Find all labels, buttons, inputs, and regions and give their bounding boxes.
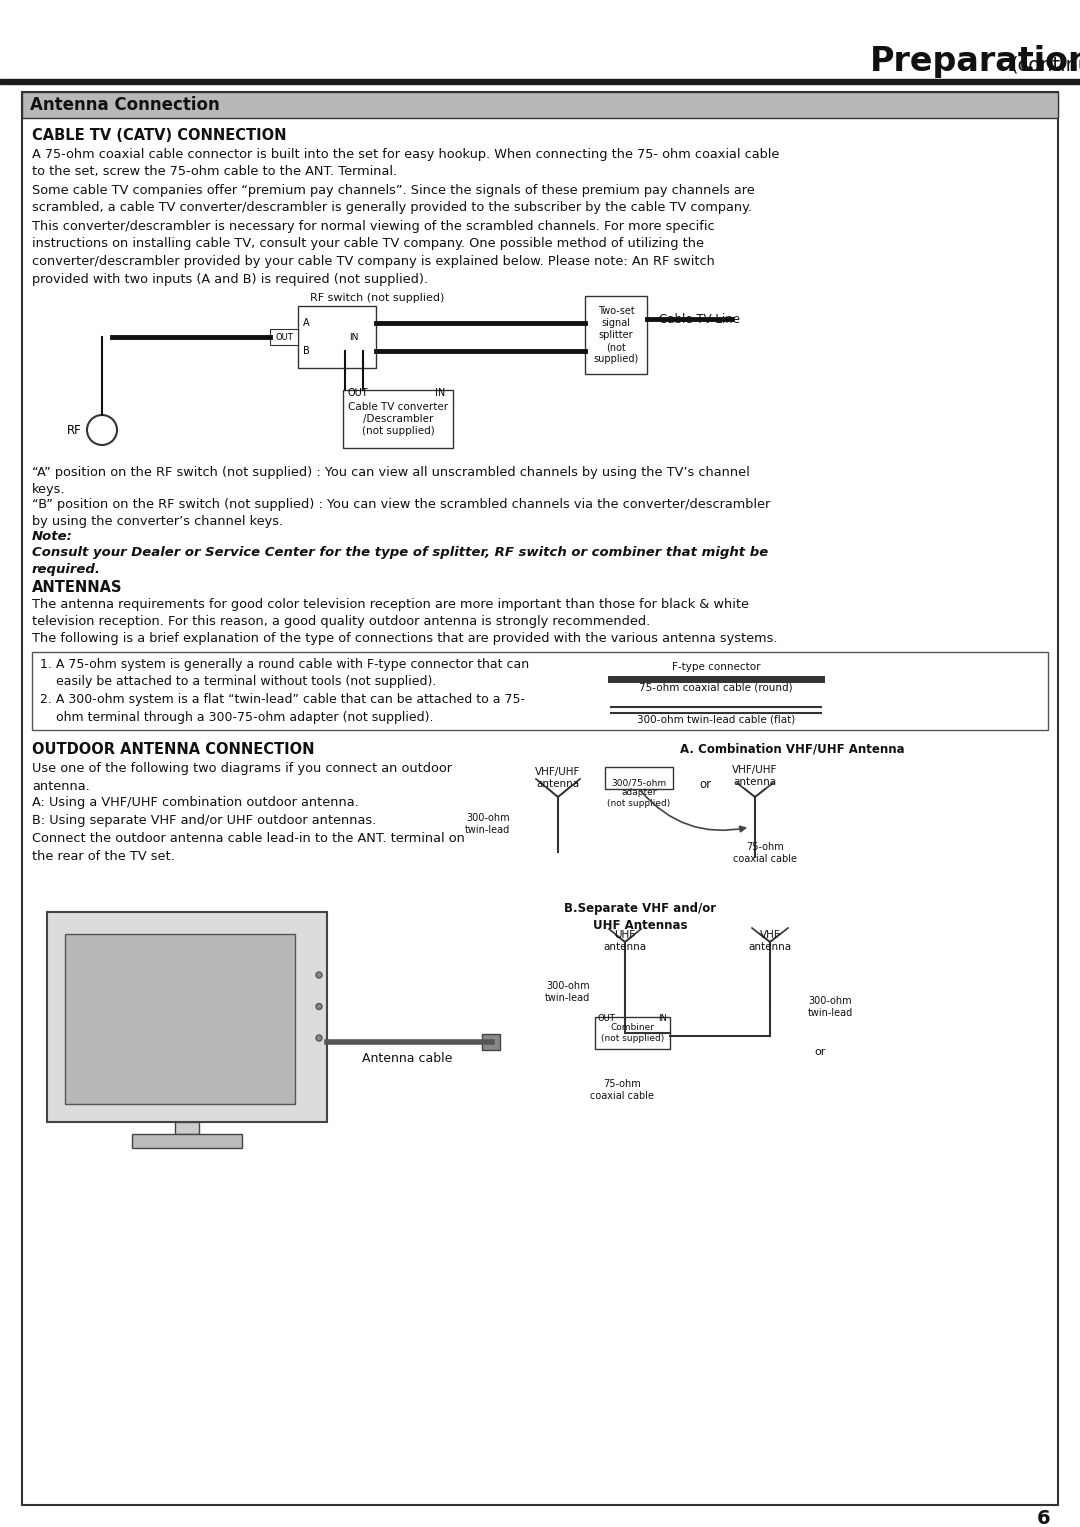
- Text: “B” position on the RF switch (not supplied) : You can view the scrambled channe: “B” position on the RF switch (not suppl…: [32, 498, 770, 528]
- Text: RF switch (not supplied): RF switch (not supplied): [310, 293, 444, 302]
- Text: F-type connector: F-type connector: [672, 663, 760, 672]
- Bar: [22, 92, 1058, 118]
- Text: 6: 6: [1037, 1509, 1050, 1527]
- Text: OUT: OUT: [348, 388, 368, 399]
- Text: Two-set
signal
splitter
(not
supplied): Two-set signal splitter (not supplied): [593, 305, 638, 363]
- Text: Antenna cable: Antenna cable: [362, 1052, 453, 1064]
- Text: 300-ohm
twin-lead: 300-ohm twin-lead: [544, 980, 590, 1003]
- Bar: [298, 305, 376, 368]
- Text: B: B: [303, 345, 310, 356]
- Text: 1. A 75-ohm system is generally a round cable with F-type connector that can
   : 1. A 75-ohm system is generally a round …: [40, 658, 529, 724]
- Text: Preparation: Preparation: [870, 46, 1080, 78]
- Text: Note:: Note:: [32, 530, 72, 544]
- Text: CABLE TV (CATV) CONNECTION: CABLE TV (CATV) CONNECTION: [32, 128, 286, 144]
- Text: A. Combination VHF/UHF Antenna: A. Combination VHF/UHF Antenna: [680, 742, 905, 754]
- Text: 75-ohm
coaxial cable: 75-ohm coaxial cable: [733, 841, 797, 864]
- Bar: [32, 652, 1048, 730]
- Text: “A” position on the RF switch (not supplied) : You can view all unscrambled chan: “A” position on the RF switch (not suppl…: [32, 466, 750, 496]
- Text: 300-ohm
twin-lead: 300-ohm twin-lead: [808, 996, 853, 1019]
- Text: 75-ohm
coaxial cable: 75-ohm coaxial cable: [591, 1080, 654, 1101]
- Text: Cable TV converter
/Descrambler
(not supplied): Cable TV converter /Descrambler (not sup…: [348, 402, 448, 437]
- Text: OUT: OUT: [598, 1014, 616, 1023]
- Text: A 75-ohm coaxial cable connector is built into the set for easy hookup. When con: A 75-ohm coaxial cable connector is buil…: [32, 148, 780, 179]
- Bar: [585, 296, 647, 374]
- Text: (continued): (continued): [1010, 55, 1080, 75]
- Text: Cable TV Line: Cable TV Line: [659, 313, 740, 325]
- Circle shape: [316, 1035, 322, 1041]
- Bar: [343, 389, 453, 447]
- Bar: [595, 1017, 670, 1049]
- Bar: [175, 1122, 199, 1135]
- Bar: [482, 1034, 500, 1051]
- Circle shape: [316, 1003, 322, 1009]
- Text: Use one of the following two diagrams if you connect an outdoor
antenna.: Use one of the following two diagrams if…: [32, 762, 453, 793]
- Text: OUT: OUT: [275, 333, 293, 342]
- Text: IN: IN: [435, 388, 445, 399]
- Text: VHF/UHF
antenna: VHF/UHF antenna: [536, 767, 581, 789]
- Text: IN: IN: [349, 333, 359, 342]
- Text: or: or: [814, 1048, 826, 1057]
- Text: VHF
antenna: VHF antenna: [748, 930, 792, 953]
- Text: Combiner
(not supplied): Combiner (not supplied): [600, 1023, 664, 1043]
- Text: VHF/UHF
antenna: VHF/UHF antenna: [732, 765, 778, 788]
- Circle shape: [316, 973, 322, 977]
- Text: Connect the outdoor antenna cable lead-in to the ANT. terminal on
the rear of th: Connect the outdoor antenna cable lead-i…: [32, 832, 464, 863]
- Bar: [132, 1135, 242, 1148]
- Bar: [48, 912, 327, 1122]
- Text: A: Using a VHF/UHF combination outdoor antenna.: A: Using a VHF/UHF combination outdoor a…: [32, 796, 359, 809]
- Text: Consult your Dealer or Service Center for the type of splitter, RF switch or com: Consult your Dealer or Service Center fo…: [32, 547, 768, 577]
- Bar: [0, 79, 1080, 84]
- Text: Antenna Connection: Antenna Connection: [30, 96, 219, 115]
- Text: This converter/descrambler is necessary for normal viewing of the scrambled chan: This converter/descrambler is necessary …: [32, 220, 715, 286]
- Text: IN: IN: [658, 1014, 667, 1023]
- Bar: [605, 767, 673, 789]
- Text: 300/75-ohm
adapter
(not supplied): 300/75-ohm adapter (not supplied): [607, 777, 671, 808]
- Text: UHF
antenna: UHF antenna: [604, 930, 647, 953]
- Text: 300-ohm twin-lead cable (flat): 300-ohm twin-lead cable (flat): [637, 715, 795, 725]
- Text: Some cable TV companies offer “premium pay channels”. Since the signals of these: Some cable TV companies offer “premium p…: [32, 183, 755, 214]
- Text: B: Using separate VHF and/or UHF outdoor antennas.: B: Using separate VHF and/or UHF outdoor…: [32, 814, 376, 828]
- Text: The following is a brief explanation of the type of connections that are provide: The following is a brief explanation of …: [32, 632, 778, 644]
- Text: B.Separate VHF and/or
UHF Antennas: B.Separate VHF and/or UHF Antennas: [564, 902, 716, 931]
- Bar: [65, 933, 295, 1104]
- Text: A: A: [303, 318, 310, 328]
- Bar: [270, 328, 298, 345]
- Text: ANTENNAS: ANTENNAS: [32, 580, 122, 596]
- Text: The antenna requirements for good color television reception are more important : The antenna requirements for good color …: [32, 599, 750, 629]
- Text: OUTDOOR ANTENNA CONNECTION: OUTDOOR ANTENNA CONNECTION: [32, 742, 314, 757]
- Text: RF: RF: [67, 423, 82, 437]
- Text: or: or: [699, 777, 711, 791]
- Text: 300-ohm
twin-lead: 300-ohm twin-lead: [464, 812, 510, 835]
- Text: 75-ohm coaxial cable (round): 75-ohm coaxial cable (round): [639, 683, 793, 692]
